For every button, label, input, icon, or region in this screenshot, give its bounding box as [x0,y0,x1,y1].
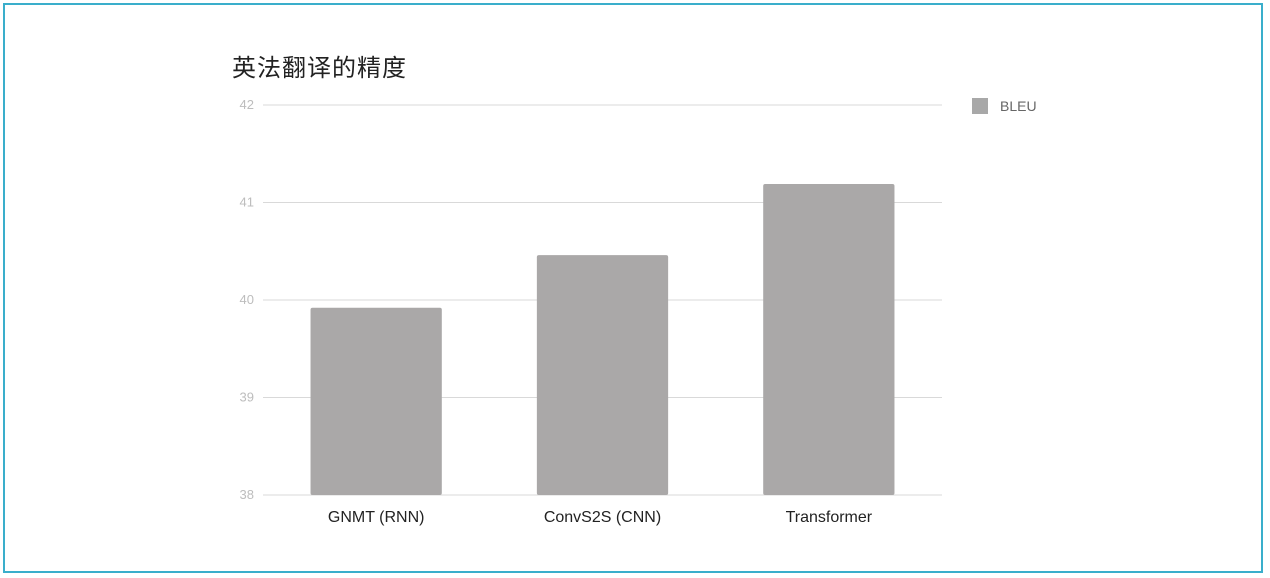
y-tick-label: 41 [240,195,254,210]
legend: BLEU [972,98,1037,114]
y-tick-label: 40 [240,292,254,307]
legend-label: BLEU [1000,98,1037,114]
y-tick-label: 38 [240,487,254,502]
legend-swatch [972,98,988,114]
x-category-label: Transformer [786,509,873,526]
chart-title: 英法翻译的精度 [232,54,407,82]
y-tick-label: 39 [240,390,254,405]
bars-layer [310,183,895,495]
x-category-label: ConvS2S (CNN) [544,509,661,526]
bar-2 [763,183,895,495]
y-tick-label: 42 [240,97,254,112]
bar-1 [536,255,669,495]
bar-0 [310,307,442,495]
x-category-label: GNMT (RNN) [328,509,425,526]
labels-layer: 38 39 40 41 42 GNMT (RNN) ConvS2S (CNN) Transfo… [240,97,873,526]
